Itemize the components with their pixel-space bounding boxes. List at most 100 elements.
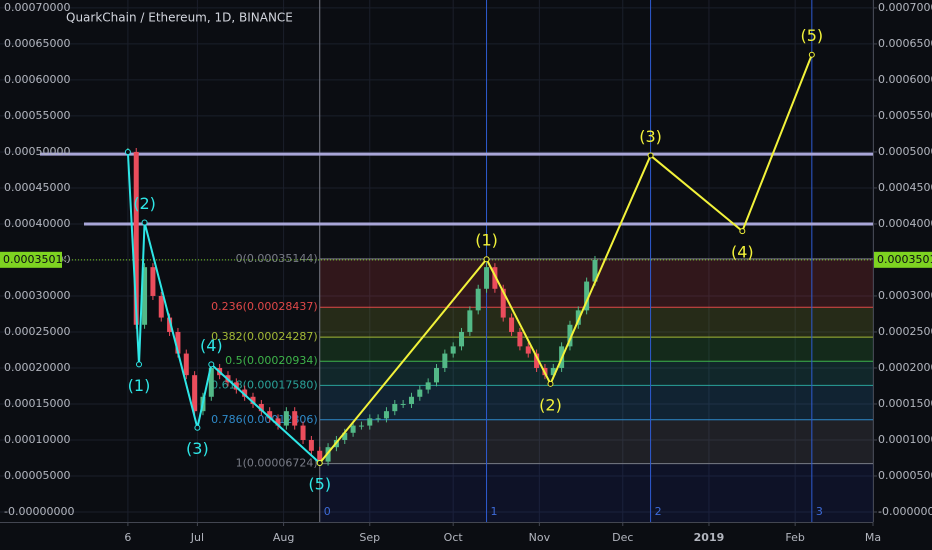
y-tick-label: 0.00010000 bbox=[878, 433, 932, 446]
candle bbox=[292, 411, 298, 426]
y-tick-label: 0.00025000 bbox=[878, 325, 932, 338]
candle bbox=[434, 367, 439, 383]
candle bbox=[383, 411, 389, 419]
x-tick-label: 6 bbox=[124, 531, 131, 544]
wave-point bbox=[483, 256, 490, 263]
wave-label: (5) bbox=[800, 26, 823, 45]
y-tick-label: 0.00040000 bbox=[4, 217, 70, 230]
candle bbox=[308, 439, 314, 451]
candle bbox=[450, 346, 456, 354]
candle bbox=[492, 267, 498, 289]
y-tick-label: 0.00040000 bbox=[878, 217, 932, 230]
time-zone-label: 0 bbox=[324, 505, 331, 518]
candle bbox=[208, 367, 214, 397]
y-tick-label: 0.00060000 bbox=[878, 73, 932, 86]
right-axis-panel bbox=[873, 0, 932, 550]
y-tick-label: 0.00005000 bbox=[4, 469, 70, 482]
wave-label: (4) bbox=[731, 243, 754, 262]
y-tick-label: 0.00050000 bbox=[878, 145, 932, 158]
y-tick-label: 0.00030000 bbox=[878, 289, 932, 302]
last-price-box bbox=[874, 251, 932, 268]
candle bbox=[592, 259, 598, 282]
candle bbox=[300, 425, 306, 440]
fib-band bbox=[319, 337, 873, 362]
fib-label: 0.382(0.00024287) bbox=[211, 330, 318, 343]
candle bbox=[467, 310, 473, 332]
candle bbox=[250, 396, 256, 404]
wave-line bbox=[126, 151, 321, 464]
y-tick-label: 0.00010000 bbox=[4, 433, 70, 446]
y-tick-label: 0.00070000 bbox=[4, 1, 70, 14]
y-tick-label: 0.00030000 bbox=[4, 289, 70, 302]
y-tick-label: 0.00045000 bbox=[4, 181, 70, 194]
wave-point bbox=[647, 152, 654, 159]
x-tick-label: Sep bbox=[359, 531, 380, 544]
candle bbox=[584, 281, 590, 311]
wave-point bbox=[316, 460, 323, 467]
candle bbox=[459, 331, 465, 347]
time-zone-label: 1 bbox=[491, 505, 498, 518]
fib-band bbox=[319, 361, 873, 386]
candle bbox=[317, 450, 323, 462]
wave-point bbox=[124, 148, 131, 155]
candle bbox=[475, 288, 481, 311]
fib-label: 0.786(0.00012806) bbox=[211, 413, 318, 426]
candle bbox=[400, 403, 406, 405]
candle bbox=[550, 367, 556, 376]
wave-point bbox=[739, 228, 746, 235]
candle bbox=[417, 389, 423, 397]
x-tick-label: Aug bbox=[273, 531, 294, 544]
candle bbox=[534, 353, 540, 368]
x-tick-label: Nov bbox=[529, 531, 551, 544]
x-tick-label: Dec bbox=[612, 531, 633, 544]
x-tick-label: Oct bbox=[444, 531, 464, 544]
candle bbox=[367, 418, 373, 426]
candle bbox=[517, 331, 523, 347]
fib-label: 1(0.00006724) bbox=[236, 457, 318, 470]
candle bbox=[425, 382, 431, 390]
y-tick-label: 0.00055000 bbox=[878, 109, 932, 122]
y-tick-label: 0.00005000 bbox=[878, 469, 932, 482]
fib-band bbox=[319, 463, 873, 522]
candle bbox=[142, 267, 148, 325]
y-tick-label: 0.00020000 bbox=[878, 361, 932, 374]
wave-point bbox=[208, 361, 215, 368]
candle bbox=[167, 317, 173, 332]
fib-label: 0(0.00035144) bbox=[236, 252, 318, 265]
wave-point bbox=[141, 219, 148, 226]
x-tick-label: Feb bbox=[785, 531, 804, 544]
wave-label: (3) bbox=[639, 127, 662, 146]
candle bbox=[175, 331, 181, 354]
candle bbox=[275, 418, 281, 426]
time-zone-label: 3 bbox=[816, 505, 823, 518]
y-tick-label: -0.00000000 bbox=[878, 505, 932, 518]
last-price-box bbox=[0, 251, 62, 268]
candle bbox=[258, 403, 264, 412]
candle bbox=[150, 267, 156, 296]
wave-point bbox=[547, 380, 554, 387]
candle bbox=[575, 310, 581, 325]
candle bbox=[350, 425, 356, 433]
wave-label: (2) bbox=[539, 395, 562, 414]
wave-label: (5) bbox=[308, 475, 331, 494]
plot-layer: 0(0.00035144) 0.236(0.00028437) 0.382(0.00… bbox=[0, 0, 873, 522]
y-tick-label: 0.00025000 bbox=[4, 325, 70, 338]
y-tick-label: -0.00000000 bbox=[4, 505, 74, 518]
y-tick-label: 0.00055000 bbox=[4, 109, 70, 122]
candle bbox=[158, 295, 164, 318]
candle bbox=[267, 411, 273, 419]
candle bbox=[242, 389, 248, 397]
wave-point bbox=[808, 51, 815, 58]
candle bbox=[392, 403, 398, 412]
fib-label: 0.5(0.00020934) bbox=[225, 354, 318, 367]
y-tick-label: 0.00045000 bbox=[878, 181, 932, 194]
y-tick-label: 0.00020000 bbox=[4, 361, 70, 374]
x-tick-label: 2019 bbox=[694, 531, 725, 544]
candle bbox=[484, 267, 490, 289]
last-price-label: 0.00035019 bbox=[3, 253, 69, 266]
candle bbox=[192, 375, 198, 412]
chart-title: QuarkChain / Ethereum, 1D, BINANCE bbox=[66, 11, 293, 25]
y-tick-label: 0.00050000 bbox=[4, 145, 70, 158]
candle bbox=[358, 425, 364, 427]
